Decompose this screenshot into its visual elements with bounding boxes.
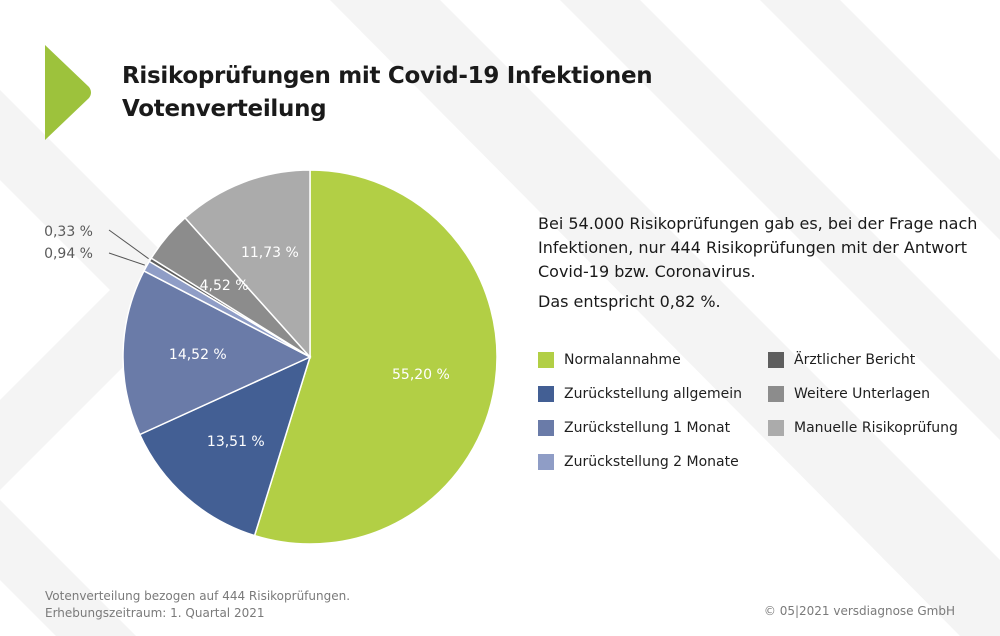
legend-swatch	[538, 386, 554, 402]
title-line-2: Votenverteilung	[122, 96, 327, 122]
legend-swatch	[538, 420, 554, 436]
legend-label: Zurückstellung 1 Monat	[564, 420, 731, 436]
leader-line-3	[108, 252, 145, 266]
pie-slice-6	[184, 169, 311, 359]
footnote: Votenverteilung bezogen auf 444 Risikopr…	[45, 588, 350, 622]
legend-swatch	[768, 420, 784, 436]
legend-label: Zurückstellung 2 Monate	[564, 454, 739, 470]
pie-slice-1	[138, 355, 312, 537]
slice-label-5: 4,52 %	[200, 278, 249, 294]
legend-item: Normalannahme	[538, 352, 681, 368]
slice-label-2: 14,52 %	[169, 347, 227, 363]
legend-swatch	[538, 454, 554, 470]
legend-swatch	[768, 352, 784, 368]
copyright: © 05|2021 versdiagnose GmbH	[763, 604, 955, 618]
pie-slice-2	[122, 269, 312, 436]
description-percentage: Das entspricht 0,82 %.	[538, 292, 721, 311]
legend-label: Weitere Unterlagen	[794, 386, 930, 402]
accent-arrow-icon	[45, 45, 91, 140]
legend-label: Normalannahme	[564, 352, 681, 368]
legend-item: Zurückstellung allgemein	[538, 386, 742, 402]
footnote-line-2: Erhebungszeitraum: 1. Quartal 2021	[45, 606, 265, 620]
pie-slice-0	[253, 169, 498, 545]
legend-label: Ärztlicher Bericht	[794, 352, 916, 368]
slice-label-3: 0,94 %	[44, 246, 93, 262]
legend-swatch	[538, 352, 554, 368]
description: Bei 54.000 Risikoprüfungen gab es, bei d…	[538, 212, 978, 314]
slice-label-4: 0,33 %	[44, 224, 93, 240]
legend-label: Zurückstellung allgemein	[564, 386, 743, 402]
slice-label-6: 11,73 %	[241, 245, 299, 261]
chart-title: Risikoprüfungen mit Covid-19 Infektionen…	[122, 60, 653, 126]
legend-item: Weitere Unterlagen	[768, 386, 930, 402]
title-line-1: Risikoprüfungen mit Covid-19 Infektionen	[122, 63, 653, 89]
legend-item: Ärztlicher Bericht	[768, 352, 915, 368]
legend-label: Manuelle Risikoprüfung	[794, 420, 958, 436]
leader-line-4	[108, 229, 149, 260]
legend-item: Manuelle Risikoprüfung	[768, 420, 958, 436]
slice-label-0: 55,20 %	[392, 367, 450, 383]
slice-label-1: 13,51 %	[207, 434, 265, 450]
legend-item: Zurückstellung 2 Monate	[538, 454, 739, 470]
description-text: Bei 54.000 Risikoprüfungen gab es, bei d…	[538, 214, 978, 281]
legend-item: Zurückstellung 1 Monat	[538, 420, 730, 436]
legend-swatch	[768, 386, 784, 402]
footnote-line-1: Votenverteilung bezogen auf 444 Risikopr…	[45, 589, 351, 603]
